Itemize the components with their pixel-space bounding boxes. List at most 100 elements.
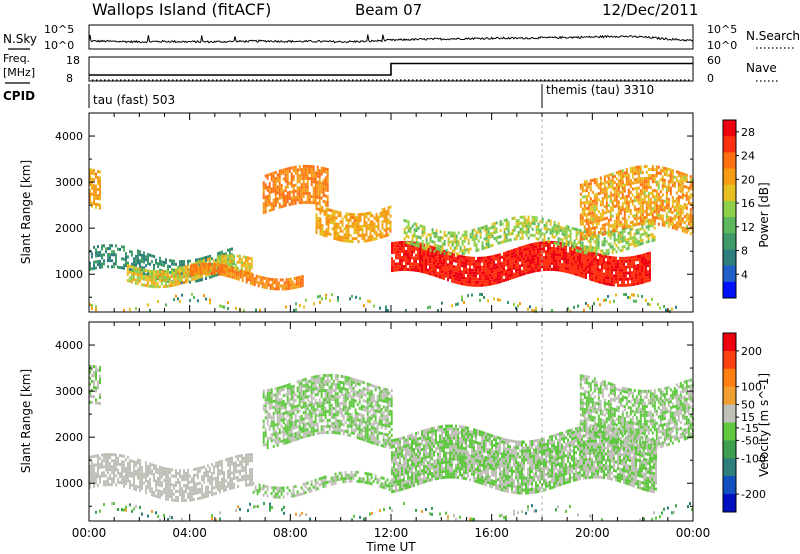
data-cell (609, 215, 612, 219)
data-cell (181, 475, 183, 479)
data-cell (266, 185, 269, 189)
data-cell (507, 253, 509, 257)
data-cell (91, 201, 93, 205)
data-cell (329, 208, 332, 212)
data-cell (137, 261, 139, 265)
data-cell (527, 256, 529, 260)
data-cell (91, 473, 93, 477)
data-cell (657, 222, 660, 226)
data-cell (316, 168, 319, 172)
data-cell (519, 267, 521, 271)
data-cell (149, 465, 151, 469)
data-cell (105, 250, 107, 254)
data-cell (537, 231, 540, 235)
data-cell (300, 189, 303, 193)
data-cell (521, 257, 523, 261)
data-cell (308, 177, 311, 180)
data-cell (631, 172, 634, 176)
data-cell (329, 214, 332, 218)
data-cell (401, 241, 403, 244)
data-cell (206, 273, 209, 276)
data-cell (123, 484, 125, 488)
data-cell (453, 259, 455, 263)
data-cell (109, 253, 111, 257)
data-cell (481, 256, 483, 260)
data-cell (373, 304, 375, 308)
data-cell (221, 250, 223, 254)
data-cell (531, 267, 533, 271)
data-cell (479, 280, 481, 284)
data-cell (173, 474, 175, 478)
data-cell (637, 174, 640, 178)
data-cell (109, 477, 111, 481)
data-cell (455, 271, 457, 275)
data-cell (519, 302, 521, 306)
data-cell (302, 200, 305, 204)
data-cell (318, 187, 321, 191)
data-cell (557, 250, 559, 254)
data-cell (228, 260, 231, 264)
data-cell (477, 283, 479, 287)
data-cell (639, 207, 642, 211)
data-cell (641, 204, 644, 208)
data-cell (178, 282, 181, 286)
data-cell (653, 204, 656, 208)
data-cell (415, 244, 418, 247)
data-cell (429, 248, 432, 252)
data-cell (523, 269, 525, 273)
data-cell (103, 459, 105, 463)
data-cell (138, 276, 141, 280)
data-cell (623, 262, 625, 266)
data-cell (123, 257, 125, 261)
data-cell (421, 243, 424, 247)
data-cell (631, 223, 634, 227)
data-cell (575, 249, 578, 253)
data-cell (641, 198, 644, 202)
data-cell (547, 252, 549, 256)
data-cell (280, 205, 283, 209)
data-cell (677, 225, 680, 228)
data-cell (463, 248, 466, 252)
data-cell (314, 201, 317, 205)
data-cell (513, 260, 515, 264)
data-cell (213, 486, 215, 490)
data-cell (349, 212, 352, 216)
data-cell (635, 198, 638, 202)
data-cell (447, 263, 449, 267)
data-cell (575, 243, 578, 247)
data-cell (193, 474, 195, 477)
data-cell (641, 254, 643, 257)
data-cell (149, 308, 151, 312)
data-cell (603, 278, 605, 282)
data-cell (585, 186, 588, 189)
data-cell (205, 262, 208, 266)
data-cell (591, 205, 594, 209)
data-cell (587, 230, 590, 234)
data-cell (269, 286, 272, 290)
data-cell (615, 192, 618, 196)
data-cell (165, 494, 167, 498)
data-cell (613, 195, 616, 199)
data-cell (649, 218, 652, 222)
data-cell (587, 248, 590, 252)
data-cell (365, 227, 368, 231)
data-cell (419, 236, 422, 240)
data-cell (149, 483, 151, 487)
data-cell (597, 231, 600, 235)
data-cell (597, 216, 600, 220)
data-cell (571, 247, 574, 251)
data-cell (335, 225, 338, 229)
data-cell (597, 183, 600, 187)
data-cell (583, 213, 586, 217)
data-cell (445, 271, 447, 275)
data-cell (681, 196, 684, 200)
data-cell (227, 469, 229, 473)
data-cell (209, 481, 211, 485)
data-cell (259, 281, 262, 285)
data-cell (501, 267, 503, 271)
data-cell (219, 251, 221, 255)
data-cell (142, 277, 145, 281)
data-cell (290, 172, 293, 176)
data-cell (421, 249, 423, 252)
data-cell (299, 303, 301, 307)
